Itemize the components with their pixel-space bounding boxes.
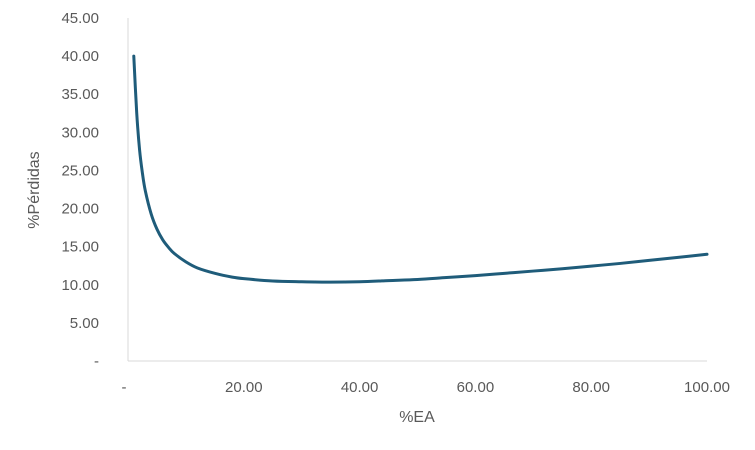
y-tick-label: 25.00 xyxy=(61,162,99,179)
x-tick-label: 60.00 xyxy=(457,379,495,396)
x-tick-label: - xyxy=(122,379,127,396)
y-tick-label: 20.00 xyxy=(61,201,99,218)
y-tick-label: 45.00 xyxy=(61,10,99,27)
x-tick-label: 40.00 xyxy=(341,379,379,396)
y-tick-label: 40.00 xyxy=(61,48,99,65)
y-tick-label: - xyxy=(94,353,99,370)
x-tick-label: 80.00 xyxy=(572,379,610,396)
y-axis-title: %Pérdidas xyxy=(26,151,43,228)
series-lines xyxy=(132,54,709,284)
y-tick-label: 35.00 xyxy=(61,86,99,103)
y-tick-label: 15.00 xyxy=(61,239,99,256)
y-tick-label: 30.00 xyxy=(61,124,99,141)
chart-axes xyxy=(127,18,707,362)
tick-labels: - 5.00 10.00 15.00 20.00 25.00 30.00 35.00 40.00… xyxy=(61,10,729,396)
series-line xyxy=(132,54,709,284)
x-tick-label: 100.00 xyxy=(684,379,730,396)
x-axis-title: %EA xyxy=(399,409,435,426)
x-tick-label: 20.00 xyxy=(225,379,263,396)
y-tick-label: 5.00 xyxy=(70,315,99,332)
y-tick-label: 10.00 xyxy=(61,277,99,294)
